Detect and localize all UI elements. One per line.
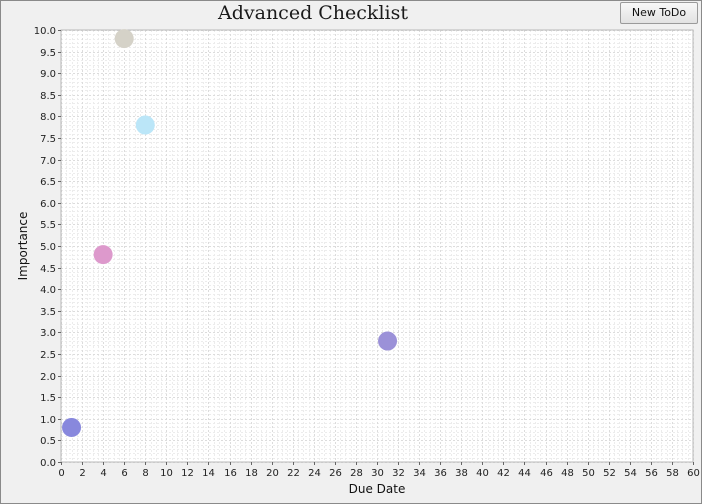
chart-title: Advanced Checklist — [218, 2, 408, 24]
x-tick-label: 50 — [582, 468, 595, 479]
x-tick-label: 2 — [79, 468, 85, 479]
y-tick-label: 2.5 — [40, 350, 56, 361]
x-tick-label: 22 — [287, 468, 300, 479]
y-tick-label: 5.0 — [40, 242, 56, 253]
x-tick-label: 0 — [58, 468, 64, 479]
y-axis-ticks: 0.0 0.5 1.0 1.5 2.0 2.5 3.0 3.5 4.0 4.5 5.0 5.5 6.0 6… — [34, 26, 61, 469]
x-tick-label: 38 — [455, 468, 468, 479]
x-tick-label: 12 — [181, 468, 194, 479]
x-tick-label: 32 — [392, 468, 405, 479]
y-tick-label: 3.5 — [40, 307, 56, 318]
y-tick-label: 0.0 — [40, 458, 56, 469]
x-tick-label: 16 — [224, 468, 237, 479]
y-tick-label: 1.5 — [40, 393, 56, 404]
todo-point[interactable] — [93, 245, 113, 265]
x-tick-label: 36 — [434, 468, 447, 479]
new-todo-button[interactable]: New ToDo — [620, 2, 698, 24]
y-tick-label: 4.0 — [40, 285, 56, 296]
x-tick-label: 28 — [350, 468, 363, 479]
y-tick-label: 7.5 — [40, 134, 56, 145]
y-tick-label: 4.5 — [40, 264, 56, 275]
x-tick-label: 56 — [645, 468, 658, 479]
y-tick-label: 10.0 — [34, 26, 56, 37]
x-tick-label: 52 — [603, 468, 616, 479]
x-tick-label: 40 — [476, 468, 489, 479]
x-tick-label: 4 — [100, 468, 106, 479]
x-tick-label: 26 — [329, 468, 342, 479]
x-tick-label: 14 — [202, 468, 215, 479]
y-tick-label: 0.5 — [40, 436, 56, 447]
y-tick-label: 3.0 — [40, 328, 56, 339]
x-tick-label: 42 — [497, 468, 510, 479]
x-axis-label: Due Date — [349, 482, 406, 496]
y-tick-label: 9.5 — [40, 48, 56, 59]
y-tick-label: 1.0 — [40, 415, 56, 426]
x-tick-label: 10 — [160, 468, 173, 479]
x-tick-label: 34 — [413, 468, 426, 479]
x-tick-label: 54 — [624, 468, 637, 479]
x-tick-label: 6 — [121, 468, 127, 479]
x-tick-label: 58 — [666, 468, 679, 479]
x-tick-label: 30 — [371, 468, 384, 479]
todo-point[interactable] — [62, 417, 82, 437]
x-tick-label: 48 — [561, 468, 574, 479]
data-points — [62, 29, 398, 437]
x-tick-label: 46 — [540, 468, 553, 479]
y-tick-label: 5.5 — [40, 220, 56, 231]
y-tick-label: 7.0 — [40, 156, 56, 167]
y-tick-label: 8.5 — [40, 91, 56, 102]
y-tick-label: 8.0 — [40, 112, 56, 123]
x-tick-label: 20 — [266, 468, 279, 479]
y-axis-label: Importance — [16, 212, 30, 281]
todo-point[interactable] — [135, 115, 155, 135]
y-tick-label: 6.5 — [40, 177, 56, 188]
x-tick-label: 24 — [308, 468, 321, 479]
x-axis-ticks: 0 2 4 6 8 10 12 14 16 18 20 22 24 26 28 30 32 34 36 38 40 42 4… — [58, 462, 700, 479]
x-tick-label: 60 — [687, 468, 700, 479]
x-tick-label: 44 — [518, 468, 531, 479]
todo-point[interactable] — [114, 29, 134, 49]
x-tick-label: 8 — [142, 468, 148, 479]
x-tick-label: 18 — [245, 468, 258, 479]
y-tick-label: 2.0 — [40, 372, 56, 383]
y-tick-label: 6.0 — [40, 199, 56, 210]
y-tick-label: 9.0 — [40, 69, 56, 80]
todo-point[interactable] — [378, 331, 398, 351]
